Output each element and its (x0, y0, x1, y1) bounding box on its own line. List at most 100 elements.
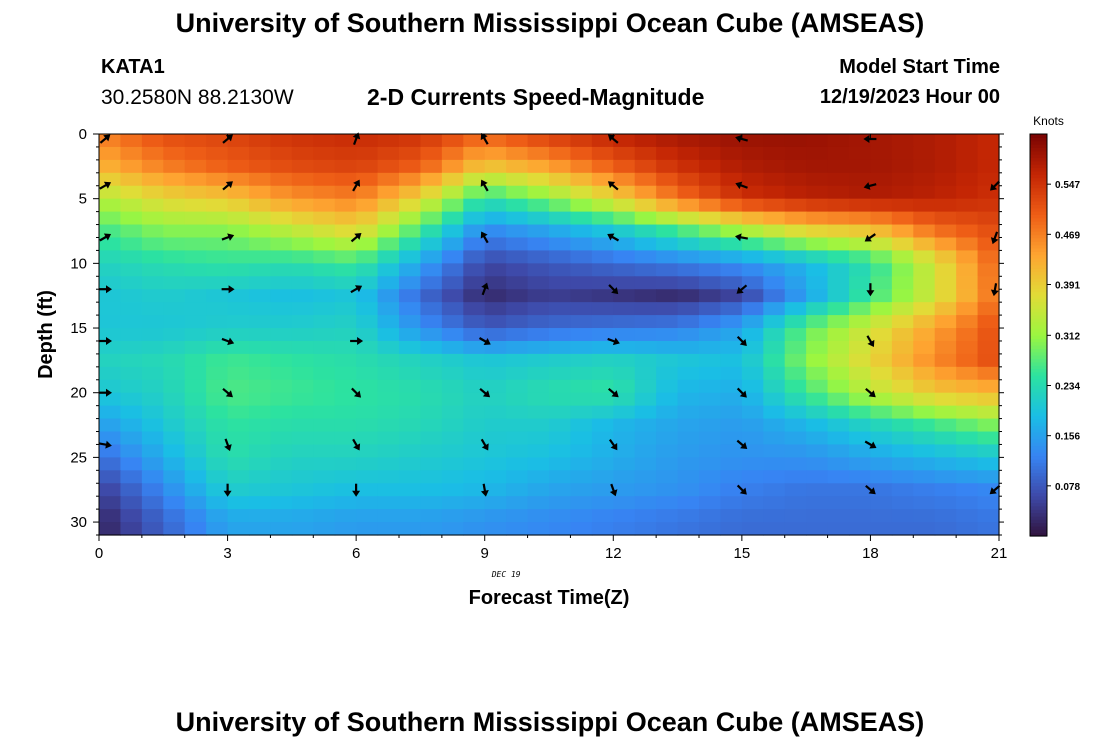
heatmap-cell (420, 250, 443, 264)
heatmap-cell (227, 431, 250, 446)
heatmap-cell (763, 289, 786, 303)
heatmap-cell (356, 211, 379, 226)
heatmap-cell (634, 509, 657, 523)
heatmap-cell (677, 250, 700, 264)
heatmap-cell (506, 522, 529, 536)
heatmap-cell (806, 302, 829, 316)
colorbar-segment (1030, 217, 1047, 222)
heatmap-cell (763, 328, 786, 342)
heatmap-cell (741, 237, 764, 252)
heatmap-cell (784, 198, 807, 213)
heatmap-cell (99, 392, 122, 407)
heatmap-cell (399, 263, 422, 277)
y-tick-label: 30 (70, 514, 87, 531)
heatmap-cell (506, 405, 529, 420)
heatmap-cell (741, 405, 764, 420)
heatmap-cell (206, 444, 229, 458)
heatmap-cell (141, 134, 164, 148)
heatmap-cell (270, 302, 293, 316)
heatmap-cell (527, 224, 550, 239)
heatmap-cell (313, 134, 336, 148)
heatmap-cell (549, 418, 572, 433)
heatmap-cell (634, 379, 657, 394)
heatmap-cell (934, 263, 957, 277)
heatmap-cell (249, 405, 272, 420)
colorbar-segment (1030, 355, 1047, 360)
heatmap-cell (270, 263, 293, 277)
heatmap-cell (613, 328, 636, 342)
colorbar-units: Knots (1033, 114, 1064, 128)
heatmap-cell (677, 237, 700, 252)
heatmap-cell (849, 250, 872, 264)
heatmap-cell (763, 444, 786, 458)
heatmap-cell (613, 315, 636, 329)
heatmap-cell (399, 418, 422, 433)
colorbar-segment (1030, 160, 1047, 165)
heatmap-cell (977, 340, 1000, 355)
heatmap-cell (506, 431, 529, 446)
heatmap-cell (763, 276, 786, 290)
heatmap-cell (763, 185, 786, 200)
heatmap-cell (570, 302, 593, 316)
heatmap-cell (313, 302, 336, 316)
heatmap-cell (699, 470, 722, 484)
heatmap-cell (291, 185, 314, 200)
heatmap-cell (334, 211, 357, 226)
heatmap-cell (891, 198, 914, 213)
heatmap-cell (399, 315, 422, 329)
heatmap-cell (591, 134, 614, 148)
heatmap-cell (506, 470, 529, 484)
heatmap-cell (527, 366, 550, 381)
heatmap-cell (399, 276, 422, 290)
heatmap-cell (441, 146, 464, 161)
heatmap-cell (163, 392, 186, 407)
heatmap-cell (913, 224, 936, 239)
heatmap-cell (484, 172, 507, 187)
x-tick-label: 9 (481, 545, 489, 562)
heatmap-cell (313, 470, 336, 484)
heatmap-cell (956, 250, 979, 264)
heatmap-cell (484, 146, 507, 161)
colorbar-segment (1030, 509, 1047, 514)
colorbar-segment (1030, 529, 1047, 534)
heatmap-cell (827, 276, 850, 290)
heatmap-cell (99, 340, 122, 355)
colorbar-segment (1030, 465, 1047, 470)
heatmap-cell (420, 340, 443, 355)
heatmap-cell (806, 172, 829, 187)
heatmap-cell (163, 134, 186, 148)
heatmap-cell (913, 315, 936, 329)
heatmap-cell (99, 289, 122, 303)
heatmap-cell (441, 444, 464, 458)
heatmap-cell (420, 134, 443, 148)
heatmap-cell (291, 405, 314, 420)
heatmap-cell (763, 211, 786, 226)
heatmap-cell (120, 366, 143, 381)
heatmap-cell (377, 340, 400, 355)
current-vector-arrow (863, 135, 877, 143)
y-tick-label: 0 (79, 126, 87, 143)
heatmap-cell (956, 198, 979, 213)
colorbar-segment (1030, 157, 1047, 162)
heatmap-cell (913, 366, 936, 381)
heatmap-cell (377, 522, 400, 536)
heatmap-cell (120, 302, 143, 316)
heatmap-cell (249, 418, 272, 433)
heatmap-cell (163, 457, 186, 471)
heatmap-cell (334, 392, 357, 407)
heatmap-cell (891, 522, 914, 536)
colorbar-segment (1030, 201, 1047, 205)
heatmap-cell (527, 172, 550, 187)
heatmap-cell (549, 237, 572, 252)
heatmap-cell (227, 379, 250, 394)
heatmap-cell (184, 276, 207, 290)
colorbar-segment (1030, 134, 1047, 138)
heatmap-cell (591, 509, 614, 523)
heatmap-cell (699, 276, 722, 290)
heatmap-cell (827, 315, 850, 329)
colorbar-segment (1030, 324, 1047, 329)
heatmap-cell (206, 276, 229, 290)
heatmap-cell (249, 146, 272, 161)
heatmap-cell (227, 146, 250, 161)
heatmap-cell (570, 392, 593, 407)
